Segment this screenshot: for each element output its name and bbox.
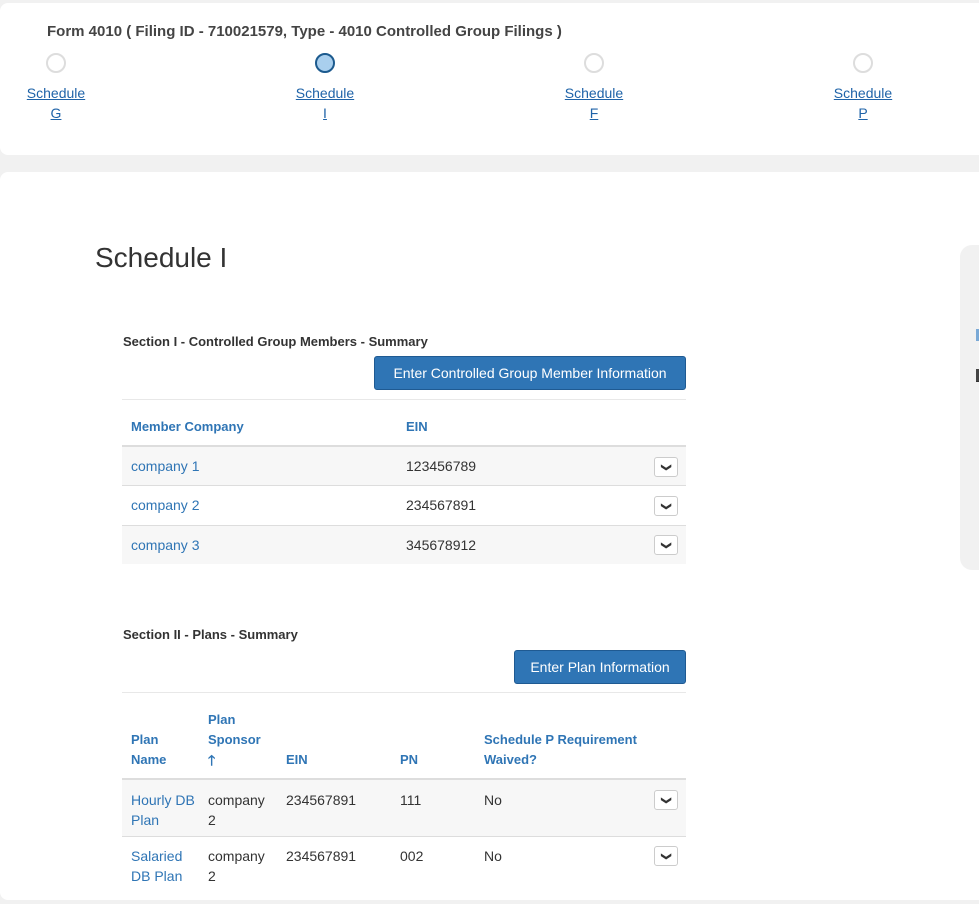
col-plan-name[interactable]: Plan Name <box>131 732 167 767</box>
col-pn[interactable]: PN <box>400 752 419 767</box>
section2-heading: Section II - Plans - Summary <box>123 627 298 642</box>
step-schedule-i[interactable]: Schedule I <box>285 53 365 123</box>
waived-value: No <box>484 848 502 864</box>
table-row: Hourly DB Plan company 2 234567891 111 N… <box>122 778 686 836</box>
chevron-down-icon: ❯ <box>660 795 672 805</box>
col-waived[interactable]: Schedule P Requirement Waived? <box>484 732 637 767</box>
ein-value: 234567891 <box>286 792 357 808</box>
section1-heading: Section I - Controlled Group Members - S… <box>123 334 428 349</box>
step-radio[interactable] <box>584 53 604 73</box>
ein-value: 234567891 <box>406 497 477 513</box>
sponsor-value: company 2 <box>208 792 265 828</box>
step-radio[interactable] <box>315 53 335 73</box>
member-link[interactable]: company 1 <box>131 458 200 474</box>
step-schedule-f[interactable]: Schedule F <box>554 53 634 123</box>
col-ein[interactable]: EIN <box>406 419 428 434</box>
step-schedule-p[interactable]: Schedule P <box>823 53 903 123</box>
step-radio[interactable] <box>853 53 873 73</box>
progress-card: Form 4010 ( Filing ID - 710021579, Type … <box>0 3 979 155</box>
pn-value: 111 <box>400 792 422 808</box>
pn-value: 002 <box>400 848 424 864</box>
step-link[interactable]: Schedule P <box>833 85 893 121</box>
ein-value: 345678912 <box>406 537 477 553</box>
step-link[interactable]: Schedule F <box>564 85 624 121</box>
col-plan-sponsor[interactable]: Plan Sponsor 🡑 <box>208 710 268 770</box>
chevron-down-icon: ❯ <box>660 462 672 472</box>
plan-link[interactable]: Salaried DB Plan <box>131 848 183 884</box>
step-link[interactable]: Schedule G <box>26 85 86 121</box>
col-ein[interactable]: EIN <box>286 752 308 767</box>
step-link[interactable]: Schedule I <box>295 85 355 121</box>
table-row: company 1 123456789 ❯ <box>122 445 686 485</box>
table-row: company 2 234567891 ❯ <box>122 485 686 525</box>
row-actions-button[interactable]: ❯ <box>654 496 678 516</box>
arrow-up-icon: 🡑 <box>208 752 216 768</box>
member-link[interactable]: company 3 <box>131 537 200 553</box>
form-title: Form 4010 ( Filing ID - 710021579, Type … <box>47 23 562 40</box>
ein-value: 234567891 <box>286 848 357 864</box>
side-text-fragment <box>976 369 979 382</box>
sponsor-value: company 2 <box>208 848 265 884</box>
chevron-down-icon: ❯ <box>660 501 672 511</box>
member-link[interactable]: company 2 <box>131 497 200 513</box>
row-actions-button[interactable]: ❯ <box>654 846 678 866</box>
row-actions-button[interactable]: ❯ <box>654 790 678 810</box>
step-schedule-g[interactable]: Schedule G <box>16 53 96 123</box>
side-link-fragment[interactable] <box>976 329 979 341</box>
ein-value: 123456789 <box>406 458 477 474</box>
table-row: company 3 345678912 ❯ <box>122 525 686 564</box>
enter-member-info-button[interactable]: Enter Controlled Group Member Informatio… <box>374 356 686 390</box>
divider <box>122 692 686 693</box>
step-radio[interactable] <box>46 53 66 73</box>
enter-plan-info-button[interactable]: Enter Plan Information <box>514 650 686 684</box>
divider <box>122 399 686 400</box>
chevron-down-icon: ❯ <box>660 851 672 861</box>
waived-value: No <box>484 792 502 808</box>
row-actions-button[interactable]: ❯ <box>654 457 678 477</box>
row-actions-button[interactable]: ❯ <box>654 535 678 555</box>
plan-link[interactable]: Hourly DB Plan <box>131 792 195 828</box>
table-row: Salaried DB Plan company 2 234567891 002… <box>122 836 686 894</box>
page-title: Schedule I <box>95 242 228 273</box>
chevron-down-icon: ❯ <box>660 540 672 550</box>
side-panel <box>960 245 979 570</box>
col-member-company[interactable]: Member Company <box>131 419 244 434</box>
